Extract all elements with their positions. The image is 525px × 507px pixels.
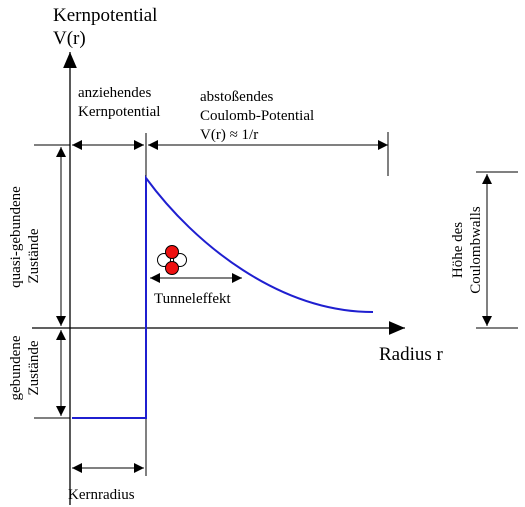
quasi-bound-label-line1: quasi-gebundene [8,186,24,288]
repulsive-label-line3: V(r) ≈ 1/r [200,127,258,143]
wall-height-label-line2: Coulombwalls [468,206,484,294]
bound-label-line2: Zustände [26,340,42,395]
y-axis-title: Kernpotential [53,5,157,26]
quasi-bound-label-line2: Zustände [26,228,42,283]
x-axis-label: Radius r [379,344,444,365]
y-axis-symbol: V(r) [53,28,86,49]
nuclear-radius-label: Kernradius [68,487,135,503]
attractive-label-line1: anziehendes [78,85,151,101]
repulsive-label-line2: Coulomb-Potential [200,108,314,124]
potential-curve [72,174,374,419]
wall-height-label-line1: Höhe des [450,222,466,278]
alpha-particle-icon [157,245,187,275]
tunnel-label: Tunneleffekt [154,291,231,307]
bound-label-line1: gebundene [8,335,24,400]
repulsive-label-line1: abstoßendes [200,89,273,105]
attractive-label-line2: Kernpotential [78,104,160,120]
